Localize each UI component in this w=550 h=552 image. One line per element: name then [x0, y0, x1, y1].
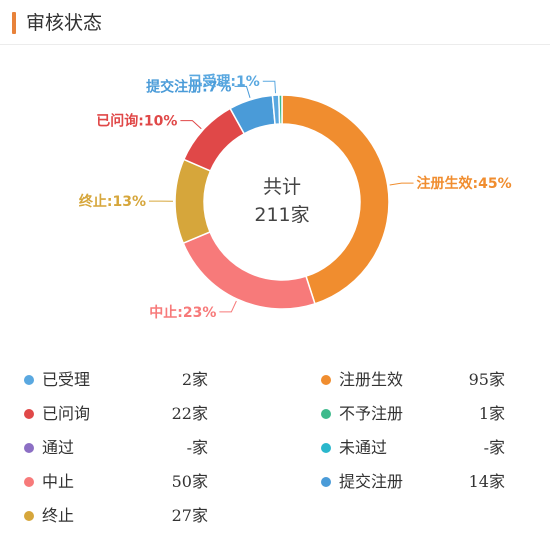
legend-count: 50家 [171, 472, 208, 491]
legend-count: 27家 [171, 506, 208, 525]
legend-dot-icon [24, 443, 34, 453]
donut-slice-1[interactable] [182, 231, 316, 310]
center-total-label: 共计 [263, 176, 301, 198]
legend-count: 2家 [181, 370, 208, 389]
donut-chart: 注册生效:45% 中止:23% 终止:13% 已问询:10% 提交注册:7%已受理:1%… [79, 73, 512, 321]
legend-dot-icon [321, 477, 331, 487]
legend-label: 注册生效 [339, 370, 404, 389]
legend-label: 通过 [42, 438, 75, 457]
card-header: 审核状态 [0, 0, 550, 45]
chart-legend: 已受理 2家已问询 22家通过 -家中止 50家终止 27家 注册生效 95家不予注册 1家未通… [0, 362, 550, 542]
legend-item[interactable]: 未通过 -家 [321, 436, 505, 460]
legend-label: 中止 [42, 472, 75, 491]
slice-data-label: 已问询:10% [96, 113, 177, 130]
legend-dot-icon [24, 477, 34, 487]
legend-count: -家 [186, 438, 208, 457]
leader-line-5 [262, 80, 277, 94]
legend-item[interactable]: 通过 -家 [24, 436, 208, 460]
leader-line-0 [389, 182, 414, 186]
legend-dot-icon [24, 409, 34, 419]
center-total-value: 211家 [254, 204, 309, 226]
leader-line-4 [234, 85, 251, 98]
leader-line-1 [219, 300, 237, 313]
legend-item[interactable]: 已问询 22家 [24, 402, 208, 426]
legend-item[interactable]: 不予注册 1家 [321, 402, 505, 426]
legend-dot-icon [321, 443, 331, 453]
legend-item[interactable]: 注册生效 95家 [321, 368, 505, 392]
slice-data-label: 提交注册:7% [146, 78, 231, 95]
legend-item[interactable]: 提交注册 14家 [321, 470, 505, 494]
slice-data-label: 注册生效:45% [417, 175, 512, 192]
title-accent-bar [12, 12, 16, 34]
legend-label: 已受理 [42, 370, 91, 389]
legend-dot-icon [24, 375, 34, 385]
legend-label: 已问询 [42, 404, 91, 423]
legend-item[interactable]: 终止 27家 [24, 504, 208, 528]
legend-label: 不予注册 [339, 404, 404, 423]
card-title: 审核状态 [26, 12, 103, 34]
legend-label: 提交注册 [339, 472, 404, 491]
donut-slice-0[interactable] [281, 94, 390, 305]
legend-item[interactable]: 已受理 2家 [24, 368, 208, 392]
legend-count: 14家 [468, 472, 505, 491]
legend-label: 未通过 [339, 438, 388, 457]
slice-data-label: 中止:23% [149, 304, 216, 321]
legend-item[interactable]: 中止 50家 [24, 470, 208, 494]
legend-count: 22家 [171, 404, 208, 423]
legend-count: -家 [483, 438, 505, 457]
slice-data-label: 已受理:1% [188, 73, 259, 90]
leader-line-3 [180, 120, 202, 130]
slice-data-label: 终止:13% [79, 193, 146, 210]
legend-dot-icon [321, 409, 331, 419]
donut-slice-6[interactable] [278, 94, 283, 125]
legend-label: 终止 [42, 506, 75, 525]
legend-dot-icon [24, 511, 34, 521]
legend-count: 95家 [468, 370, 505, 389]
legend-count: 1家 [478, 404, 505, 423]
legend-dot-icon [321, 375, 331, 385]
donut-slice-2[interactable] [174, 158, 212, 245]
